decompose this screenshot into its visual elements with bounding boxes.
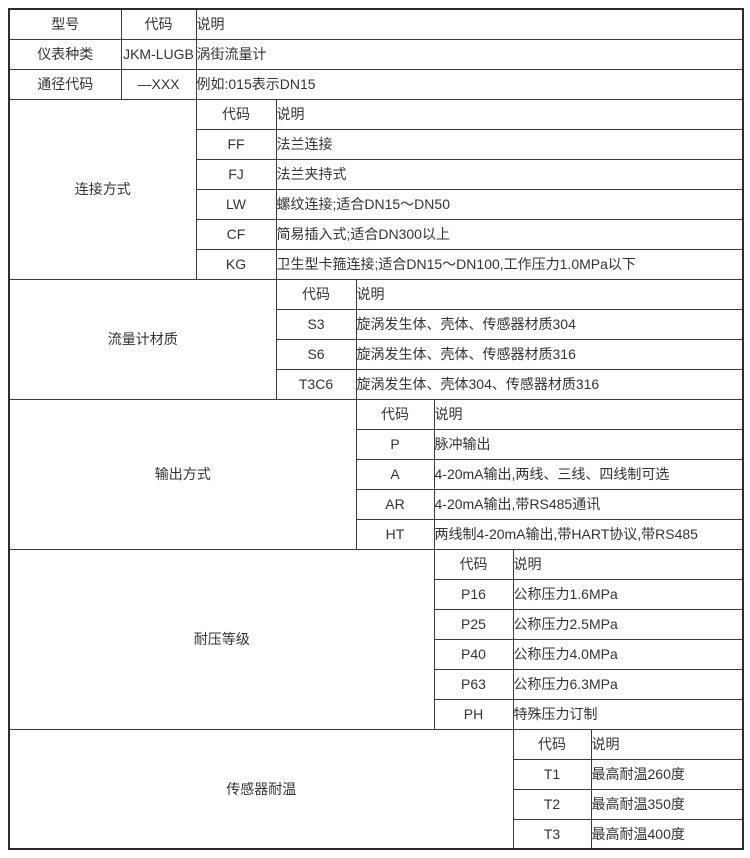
code-cell: FJ <box>195 158 277 190</box>
desc-cell: 公称压力2.5MPa <box>512 608 744 640</box>
header-model: 型号 <box>8 8 122 40</box>
section-connection-label: 连接方式 <box>8 98 197 280</box>
table-row: T2 最高耐温350度 <box>9 788 744 820</box>
table-row: P 脉冲输出 <box>9 428 744 460</box>
table-row: T3 最高耐温400度 <box>9 818 744 850</box>
desc-cell: 脉冲输出 <box>433 428 744 460</box>
table-row: FF 法兰连接 <box>9 128 744 160</box>
header-desc: 说明 <box>195 8 744 40</box>
table-row: P63 公称压力6.3MPa <box>9 668 744 700</box>
desc-cell: 法兰连接 <box>275 128 744 160</box>
desc-cell: 公称压力6.3MPa <box>512 668 744 700</box>
code-cell: P <box>355 428 435 460</box>
desc-cell: 特殊压力订制 <box>512 698 744 730</box>
code-cell: HT <box>355 518 435 550</box>
desc-cell: 最高耐温260度 <box>590 758 744 790</box>
model-selection-table: 型号 代码 说明 仪表种类 JKM-LUGB 涡街流量计 通径代码 —XXX 例… <box>8 8 745 850</box>
instrument-desc: 涡街流量计 <box>195 38 744 70</box>
code-cell: T2 <box>512 788 592 820</box>
output-code-header: 代码 <box>355 398 435 430</box>
section-output-label: 输出方式 <box>8 398 357 550</box>
code-cell: FF <box>195 128 277 160</box>
output-desc-header: 说明 <box>433 398 744 430</box>
table-row: FJ 法兰夹持式 <box>9 158 744 190</box>
desc-cell: 公称压力1.6MPa <box>512 578 744 610</box>
temperature-code-header: 代码 <box>512 728 592 760</box>
section-pressure-label: 耐压等级 <box>8 548 435 730</box>
diameter-label: 通径代码 <box>8 68 122 100</box>
table-row: KG 卫生型卡箍连接;适合DN15～DN100,工作压力1.0MPa以下 <box>9 248 744 280</box>
code-cell: P40 <box>433 638 514 670</box>
pressure-desc-header: 说明 <box>512 548 744 580</box>
desc-cell: 4-20mA输出,两线、三线、四线制可选 <box>433 458 744 490</box>
desc-cell: 旋涡发生体、壳体、传感器材质304 <box>355 308 744 340</box>
table-header-row: 型号 代码 说明 <box>8 8 744 40</box>
table-row: PH 特殊压力订制 <box>9 698 744 730</box>
desc-cell: 法兰夹持式 <box>275 158 744 190</box>
code-cell: A <box>355 458 435 490</box>
diameter-code: —XXX <box>120 68 197 100</box>
desc-cell: 简易插入式;适合DN300以上 <box>275 218 744 250</box>
desc-cell: 螺纹连接;适合DN15～DN50 <box>275 188 744 220</box>
table-row: T3C6 旋涡发生体、壳体304、传感器材质316 <box>9 368 744 400</box>
desc-cell: 旋涡发生体、壳体304、传感器材质316 <box>355 368 744 400</box>
desc-cell: 卫生型卡箍连接;适合DN15～DN100,工作压力1.0MPa以下 <box>275 248 744 280</box>
table-row: P16 公称压力1.6MPa <box>9 578 744 610</box>
desc-cell: 最高耐温350度 <box>590 788 744 820</box>
diameter-desc: 例如:015表示DN15 <box>195 68 744 100</box>
table-row: CF 简易插入式;适合DN300以上 <box>9 218 744 250</box>
code-cell: LW <box>195 188 277 220</box>
code-cell: PH <box>433 698 514 730</box>
code-cell: AR <box>355 488 435 520</box>
code-cell: T3C6 <box>275 368 357 400</box>
section-temperature-label: 传感器耐温 <box>8 728 514 850</box>
table-row: AR 4-20mA输出,带RS485通讯 <box>9 488 744 520</box>
connection-subheader-row: 连接方式 代码 说明 <box>8 98 744 280</box>
pressure-code-header: 代码 <box>433 548 514 580</box>
code-cell: P25 <box>433 608 514 640</box>
table-row: LW 螺纹连接;适合DN15～DN50 <box>9 188 744 220</box>
code-cell: S6 <box>275 338 357 370</box>
table-row: T1 最高耐温260度 <box>9 758 744 790</box>
table-row: HT 两线制4-20mA输出,带HART协议,带RS485 <box>9 518 744 550</box>
desc-cell: 两线制4-20mA输出,带HART协议,带RS485 <box>433 518 744 550</box>
instrument-label: 仪表种类 <box>8 38 122 70</box>
section-material-label: 流量计材质 <box>8 278 277 400</box>
code-cell: KG <box>195 248 277 280</box>
material-desc-header: 说明 <box>355 278 744 310</box>
table-row: A 4-20mA输出,两线、三线、四线制可选 <box>9 458 744 490</box>
desc-cell: 最高耐温400度 <box>590 818 744 850</box>
instrument-code: JKM-LUGB <box>120 38 197 70</box>
desc-cell: 旋涡发生体、壳体、传感器材质316 <box>355 338 744 370</box>
material-subheader-row: 流量计材质 代码 说明 <box>8 278 744 400</box>
code-cell: T3 <box>512 818 592 850</box>
material-code-header: 代码 <box>275 278 357 310</box>
code-cell: T1 <box>512 758 592 790</box>
code-cell: S3 <box>275 308 357 340</box>
connection-desc-header: 说明 <box>275 98 744 130</box>
output-subheader-row: 输出方式 代码 说明 <box>8 398 744 550</box>
desc-cell: 公称压力4.0MPa <box>512 638 744 670</box>
code-cell: P16 <box>433 578 514 610</box>
connection-code-header: 代码 <box>195 98 277 130</box>
temperature-subheader-row: 传感器耐温 代码 说明 <box>8 728 744 850</box>
diameter-row: 通径代码 —XXX 例如:015表示DN15 <box>8 68 744 100</box>
temperature-desc-header: 说明 <box>590 728 744 760</box>
table-row: S6 旋涡发生体、壳体、传感器材质316 <box>9 338 744 370</box>
pressure-subheader-row: 耐压等级 代码 说明 <box>8 548 744 730</box>
code-cell: CF <box>195 218 277 250</box>
instrument-row: 仪表种类 JKM-LUGB 涡街流量计 <box>8 38 744 70</box>
header-code: 代码 <box>120 8 197 40</box>
table-row: P25 公称压力2.5MPa <box>9 608 744 640</box>
desc-cell: 4-20mA输出,带RS485通讯 <box>433 488 744 520</box>
code-cell: P63 <box>433 668 514 700</box>
